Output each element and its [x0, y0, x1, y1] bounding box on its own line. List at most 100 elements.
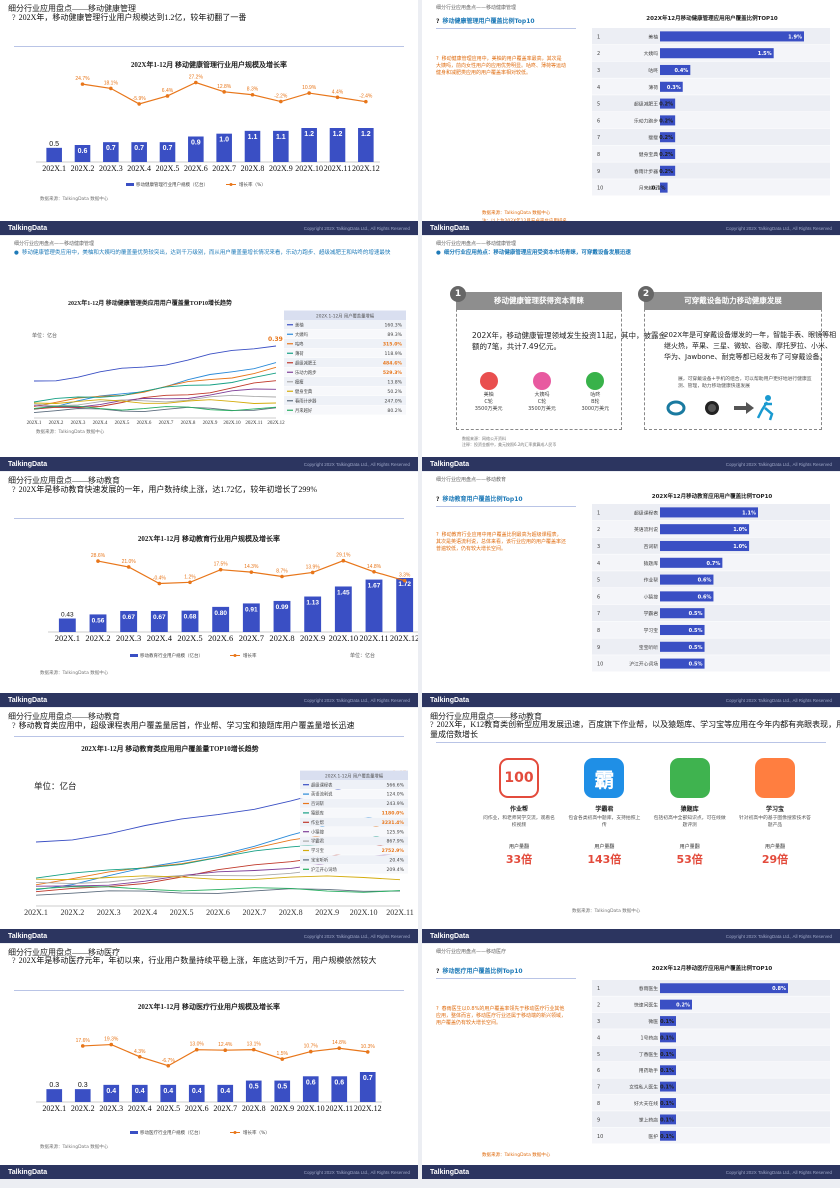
growth-point: [137, 1054, 142, 1059]
slide-med-users[interactable]: 细分行业应用盘点——移动医疗 ? 202X年是移动医疗元年，年初以来，行业用户数量…: [0, 944, 418, 1179]
brand-logo: TalkingData: [8, 1168, 48, 1176]
app-name-label: 作业帮: [644, 577, 659, 584]
slide-edu-cover[interactable]: 细分行业应用盘点——移动教育 ? 移动教育用户覆盖比例Top10 ? 移动教育行业应…: [422, 472, 840, 707]
chart-title: 202X年1-12月 移动医疗行业用户规模及增长率: [137, 1003, 281, 1011]
legend-value: 89.3%: [387, 332, 402, 338]
data-source: 数据来源：TalkingData 数据中心: [482, 1153, 551, 1158]
series-line: [33, 372, 277, 403]
growth-label: 4.4%: [332, 89, 344, 95]
x-tick-label: 202X.6: [137, 421, 152, 426]
data-source: 数据来源：TalkingData 数据中心: [40, 671, 109, 676]
app-name-label: 瘦瘦: [648, 134, 658, 141]
growth-label: 用户量翻: [508, 844, 529, 850]
wearable-icons: [666, 395, 774, 421]
x-tick-label: 202X.7: [212, 164, 236, 173]
bar-value-label: 0.8%: [772, 986, 786, 992]
divider: [14, 518, 404, 519]
app-name: 学霸君: [595, 806, 614, 813]
bar-value-label: 1.45: [337, 589, 350, 596]
x-tick-label: 202X.1: [55, 633, 80, 643]
bar: [660, 1098, 676, 1108]
slide-health-cover[interactable]: 细分行业应用盘点——移动健康管理 ? 移动健康管理用户覆盖比例Top10 ? 移动健…: [422, 0, 840, 235]
bar-value-label: 0.5%: [689, 645, 703, 651]
legend-row: [300, 789, 408, 799]
bar-value-label: 0.7: [163, 145, 173, 152]
x-tick-label: 202X.1: [24, 908, 48, 917]
growth-label: 14.8%: [367, 564, 382, 570]
legend-row: [300, 780, 408, 789]
bar-value-label: 0.5: [277, 1084, 287, 1091]
bar-value-label: 0.6: [334, 1079, 344, 1086]
growth-label: 8.3%: [247, 87, 259, 93]
x-tick-label: 202X.10: [223, 421, 241, 426]
legend-name: 咕咚: [295, 340, 304, 347]
bar: [188, 1084, 205, 1102]
legend-row: [284, 396, 406, 406]
growth-times: 33倍: [505, 853, 533, 866]
legend-value: 124.0%: [386, 792, 404, 798]
bar: [660, 64, 691, 76]
section-title: 细分行业应用盘点——移动医疗: [436, 949, 507, 955]
growth-point: [157, 581, 162, 586]
growth-point: [165, 94, 170, 98]
section-title: 细分行业应用盘点——移动教育: [430, 712, 542, 721]
copyright: Copyright 202X TalkingData Ltd., All Rig…: [725, 1169, 832, 1175]
bar-value-label: 1.1: [276, 134, 286, 141]
row-band: [592, 1062, 830, 1078]
growth-label: 1.5%: [277, 1051, 289, 1057]
slide-edu-hot[interactable]: 细分行业应用盘点——移动教育 ? 202X年，K12教育类创新型应用发展迅速，百度…: [422, 708, 840, 943]
copyright: Copyright 202X TalkingData Ltd., All Rig…: [303, 1169, 410, 1175]
slide-edu-users[interactable]: 细分行业应用盘点——移动教育 ? 202X年是移动教育快速发展的一年，用户数持续上…: [0, 472, 418, 707]
section-title: 细分行业应用盘点——移动健康管理: [436, 5, 517, 11]
section-title: 细分行业应用盘点——移动医疗: [8, 948, 120, 957]
x-tick-label: 202X.6: [185, 1104, 209, 1113]
row-band: [592, 78, 830, 95]
row-band: [592, 162, 830, 179]
bar-value-label: 1.72: [398, 581, 411, 588]
slide-health-users[interactable]: 细分行业应用盘点——移动健康管理 ? 202X年，移动健康管理行业用户规模达到1.…: [0, 0, 418, 235]
slide-edu-trend[interactable]: 细分行业应用盘点——移动教育 ? 移动教育类应用中，超级课程表用户覆盖量居首，作业…: [0, 708, 418, 943]
slide-health-trend[interactable]: 细分行业应用盘点——移动健康管理 ● 移动健康管理类应用中，美柚和大姨吗的覆盖量优…: [0, 236, 418, 471]
lead-text: ? 202X年是移动医疗元年，年初以来，行业用户数量持续平稳上涨，年底达到7千万，…: [12, 956, 377, 965]
bar-value-label: 0.4%: [674, 68, 688, 74]
x-tick-label: 202X.4: [127, 164, 151, 173]
growth-label: 4.3%: [134, 1049, 146, 1055]
bar-value-label: 0.9: [191, 140, 201, 147]
legend-bar-swatch: [130, 1131, 138, 1134]
divider: [436, 506, 576, 507]
homework-help-icon: 100: [499, 758, 539, 798]
app-amount: 3000万美元: [581, 406, 610, 412]
x-tick-label: 202X.11: [359, 633, 388, 643]
unit-label: 单位：亿台: [350, 653, 376, 659]
growth-point: [109, 1042, 114, 1047]
growth-label: 24.7%: [75, 76, 90, 82]
bar: [74, 1089, 91, 1102]
slide-health-hot[interactable]: 细分行业应用盘点——移动健康管理 ● 细分行业应用热点：移动健康管理应用受资本市场…: [422, 236, 840, 471]
bar: [181, 610, 199, 632]
row-band: [592, 61, 830, 78]
app-name: 作业帮: [509, 806, 528, 813]
x-tick-label: 202X.12: [390, 633, 418, 643]
growth-point: [310, 570, 315, 575]
legend-name: 沪江开心词场: [311, 866, 337, 873]
bar: [245, 1080, 262, 1102]
slide-med-cover[interactable]: 细分行业应用盘点——移动医疗 ? 移动医疗用户覆盖比例Top10 ? 春雨医生以0.…: [422, 944, 840, 1179]
legend-name: 学习宝: [311, 847, 325, 854]
growth-label: 12.4%: [218, 1042, 233, 1048]
rank-label: 5: [597, 578, 600, 584]
bar-value-label: 0.2%: [659, 152, 673, 158]
series-line: [35, 886, 401, 893]
rank-label: 4: [597, 1035, 600, 1041]
bar: [660, 81, 683, 92]
growth-point: [250, 92, 255, 97]
rank-label: 3: [597, 68, 600, 74]
rank-label: 6: [597, 1068, 600, 1074]
legend-row: [284, 405, 406, 415]
legend-bar-label: 移动教育行业用户规模（亿台）: [140, 652, 203, 659]
row-band: [592, 1012, 830, 1029]
unit-label: 单位：亿台: [32, 333, 58, 339]
hbar-chart: 1 美柚 1.9%2 大姨吗 1.5%3 咕咚 0.4%4 薄荷 0.3%5 超级减肥王 0.2%6…: [592, 28, 830, 196]
app-icon: [586, 372, 605, 390]
growth-label: 用户量翻: [679, 844, 700, 850]
bar: [660, 1016, 676, 1026]
